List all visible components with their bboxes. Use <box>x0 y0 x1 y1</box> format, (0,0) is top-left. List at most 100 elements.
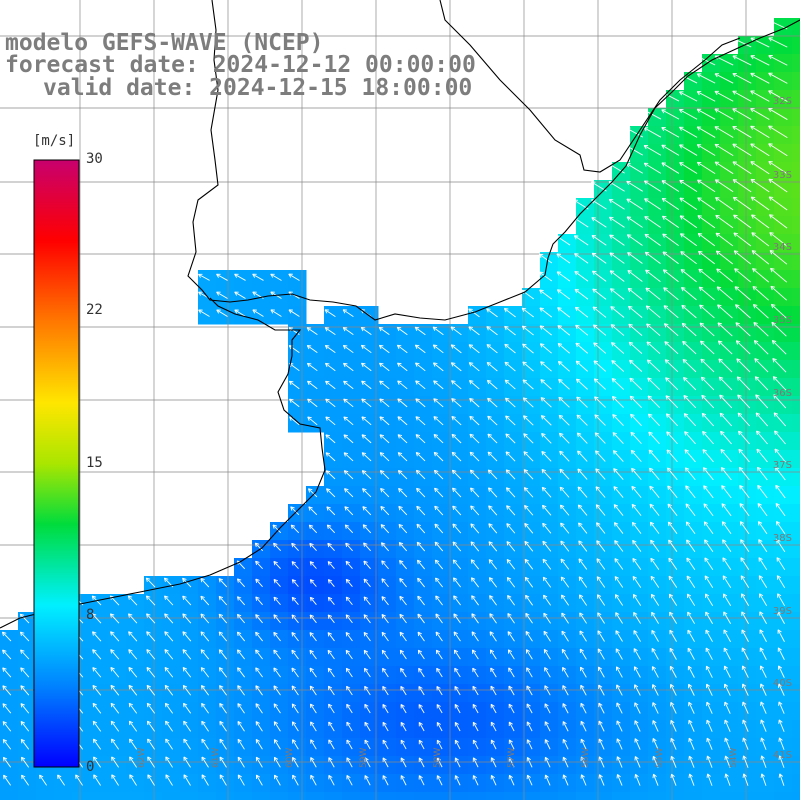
wind-arrow <box>471 595 479 606</box>
wind-arrow <box>328 739 335 750</box>
wind-arrow <box>769 232 788 247</box>
wind-arrow <box>579 612 587 624</box>
wind-arrow <box>489 613 497 624</box>
wind-arrow <box>470 541 480 552</box>
wind-arrow <box>470 559 480 570</box>
wind-arrow <box>236 613 246 624</box>
wind-arrow <box>309 561 317 569</box>
wind-arrow <box>593 378 606 390</box>
lat-label: 37S <box>773 460 792 471</box>
lon-label: 60W <box>285 748 295 768</box>
wind-arrow <box>486 361 498 372</box>
wind-arrow <box>504 343 516 354</box>
wind-arrow <box>592 288 607 300</box>
wind-arrow <box>688 701 695 714</box>
wind-arrow <box>574 271 589 282</box>
wind-arrow <box>416 487 426 498</box>
wind-arrow <box>309 667 317 678</box>
wind-arrow <box>616 774 623 786</box>
wind-arrow <box>697 232 716 247</box>
wind-arrow <box>735 322 751 337</box>
wind-arrow <box>633 630 641 642</box>
wind-arrow <box>526 703 533 714</box>
wind-arrow <box>182 649 192 660</box>
wind-arrow <box>696 144 716 156</box>
wind-arrow <box>738 466 750 481</box>
wind-arrow <box>544 703 551 714</box>
wind-arrow <box>20 738 30 750</box>
wind-arrow <box>381 578 389 588</box>
wind-arrow <box>504 379 516 390</box>
wind-arrow <box>272 524 282 534</box>
wind-arrow <box>417 595 425 606</box>
wind-arrow <box>346 703 353 714</box>
wind-arrow <box>681 304 697 319</box>
wind-arrow <box>128 702 138 714</box>
wind-arrow <box>651 611 659 624</box>
wind-arrow <box>508 739 515 750</box>
wind-arrow <box>363 614 371 624</box>
wind-arrow <box>596 522 606 534</box>
wind-arrow <box>714 73 734 84</box>
wind-arrow <box>182 684 192 696</box>
wind-arrow <box>200 667 210 678</box>
wind-arrow <box>506 559 516 570</box>
wind-arrow <box>146 684 156 696</box>
wind-arrow <box>327 667 335 678</box>
wind-arrow <box>487 469 498 480</box>
wind-arrow <box>647 377 661 391</box>
wind-arrow <box>643 162 662 174</box>
wind-arrow <box>669 665 677 678</box>
wind-arrow <box>382 667 389 678</box>
wind-arrow <box>218 667 228 678</box>
wind-arrow <box>611 378 624 390</box>
wind-arrow <box>661 91 680 102</box>
wind-arrow <box>451 433 462 444</box>
wind-arrow <box>732 90 752 102</box>
wind-arrow <box>750 108 770 120</box>
wind-arrow <box>644 216 661 228</box>
lon-label: 58W <box>433 748 443 768</box>
wind-arrow <box>598 738 605 750</box>
wind-arrow <box>732 161 752 175</box>
wind-arrow <box>580 666 587 678</box>
wind-arrow <box>291 579 299 587</box>
wind-arrow <box>759 629 767 642</box>
wind-arrow <box>645 287 661 301</box>
wind-arrow <box>648 449 660 462</box>
wind-arrow <box>539 325 552 336</box>
wind-arrow <box>577 450 588 462</box>
wind-arrow <box>662 269 679 283</box>
wind-arrow <box>742 701 749 714</box>
wind-arrow <box>454 757 461 768</box>
wind-arrow <box>345 578 353 587</box>
wind-arrow <box>219 756 227 768</box>
wind-arrow <box>291 632 299 642</box>
wind-arrow <box>291 649 299 660</box>
wind-arrow <box>688 683 695 696</box>
wind-arrow <box>739 485 750 499</box>
wind-arrow <box>706 737 713 750</box>
wind-arrow <box>688 773 695 786</box>
wind-arrow <box>325 434 336 444</box>
wind-arrow <box>453 595 461 606</box>
wind-arrow <box>737 394 751 409</box>
wind-arrow <box>362 524 372 534</box>
wind-arrow <box>577 504 588 516</box>
wind-arrow <box>237 756 245 768</box>
wind-arrow <box>416 541 426 552</box>
wind-arrow <box>525 612 533 624</box>
wind-arrow <box>705 629 713 642</box>
wind-arrow <box>597 648 605 660</box>
wind-arrow <box>400 686 407 696</box>
wind-arrow <box>364 757 371 768</box>
wind-arrow <box>415 434 426 444</box>
wind-arrow <box>325 416 336 426</box>
wind-arrow <box>597 612 605 624</box>
wind-arrow <box>109 613 120 624</box>
wind-arrow <box>505 487 516 498</box>
wind-arrow <box>165 720 174 732</box>
wind-arrow <box>452 505 462 516</box>
wind-arrow <box>739 521 750 535</box>
wind-arrow <box>488 487 498 498</box>
